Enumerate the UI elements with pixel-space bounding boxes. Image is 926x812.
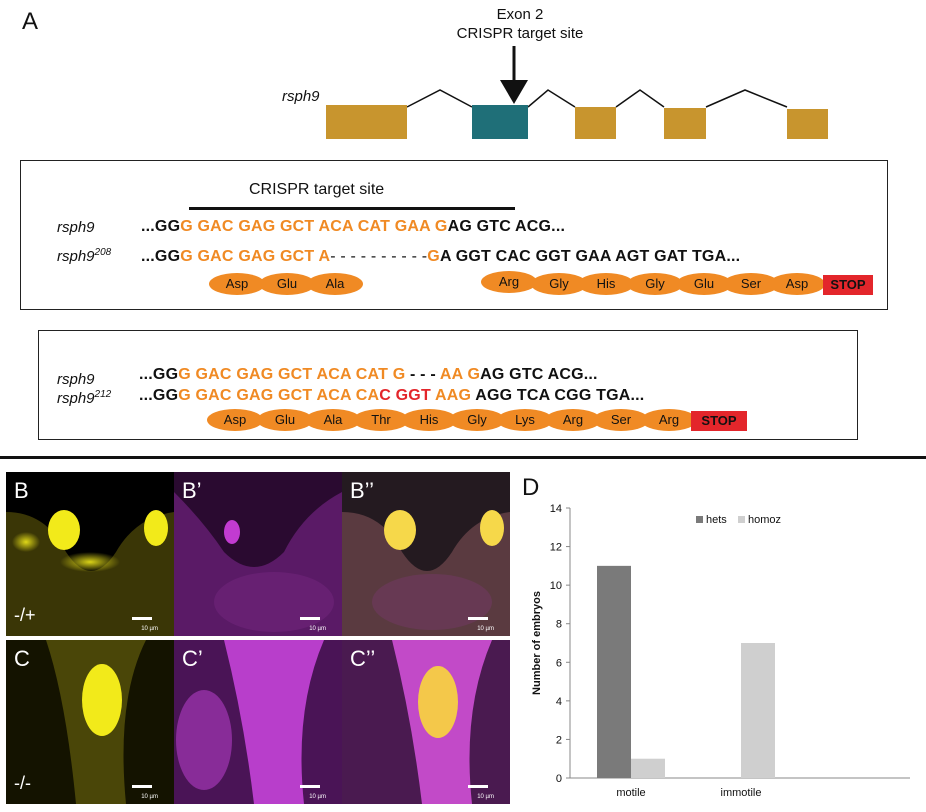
aa-glu: Glu: [676, 273, 732, 295]
y-tick-label: 14: [550, 503, 562, 515]
scale-bar: [468, 617, 488, 620]
exon-3: [575, 107, 616, 139]
aa-asp: Asp: [207, 409, 263, 431]
panel-label-d: D: [522, 474, 540, 501]
chart-labels: 0 2 4 6 8 10 12 14 Number of embryos motile immoti…: [531, 503, 761, 799]
sequence-box-212: rsph9 ...GGG GAC GAG GCT ACA CAT G - - -…: [38, 330, 858, 440]
exon-5: [787, 109, 828, 139]
aa-his: His: [401, 409, 457, 431]
y-tick-label: 12: [550, 542, 562, 554]
wt-allele-label: rsph9: [57, 371, 95, 388]
scale-bar: [132, 785, 152, 788]
micrograph-b-merge: B’’ 10 µm: [342, 472, 510, 636]
aa-arg: Arg: [545, 409, 601, 431]
panel-label-b2: B’’: [350, 478, 375, 503]
y-tick-label: 4: [556, 696, 562, 708]
intron-3: [615, 89, 665, 108]
y-tick-label: 6: [556, 657, 562, 669]
legend-label-hets: hets: [706, 514, 727, 526]
scale-bar-text: 10 µm: [141, 626, 158, 632]
micrograph-c-merge: C’’ 10 µm: [342, 640, 510, 804]
gene-name-label: rsph9: [282, 88, 320, 105]
y-axis-label: Number of embryos: [531, 591, 543, 695]
panel-label-c: C: [14, 646, 30, 671]
aa-glu: Glu: [257, 409, 313, 431]
legend-swatch-homoz: [738, 516, 745, 523]
section-divider: [0, 456, 926, 459]
exon-1: [326, 105, 407, 139]
panel-label-b: B: [14, 478, 29, 503]
aa-ser: Ser: [593, 409, 649, 431]
crispr-target-bar: [189, 207, 515, 210]
micrograph-c-yellow: C -/- 10 µm: [6, 640, 174, 804]
aa-ser: Ser: [723, 273, 779, 295]
scale-bar: [300, 617, 320, 620]
mut208-sequence: ...GGG GAC GAG GCT A- - - - - - - - - -G…: [141, 248, 741, 265]
aa-gly: Gly: [627, 273, 683, 295]
scale-bar-text: 10 µm: [141, 794, 158, 800]
panel-label-b1: B’: [182, 478, 202, 503]
y-tick-label: 2: [556, 734, 562, 746]
micrograph-c-magenta: C’ 10 µm: [174, 640, 342, 804]
stop-codon-badge: STOP: [823, 275, 873, 295]
callout-arrow-head: [500, 80, 528, 104]
scale-bar-text: 10 µm: [309, 626, 326, 632]
legend-label-homoz: homoz: [748, 514, 781, 526]
stop-codon-badge: STOP: [691, 411, 747, 431]
mut208-allele-label: rsph9208: [57, 247, 112, 265]
wt-allele-label: rsph9: [57, 219, 95, 236]
aa-his: His: [578, 273, 634, 295]
aa-ala: Ala: [305, 409, 361, 431]
intron-2: [527, 89, 576, 108]
aa-arg: Arg: [641, 409, 697, 431]
genotype-homoz-label: -/-: [14, 773, 31, 793]
wt-sequence: ...GGG GAC GAG GCT ACA CAT G - - - AA GA…: [139, 366, 598, 383]
gene-structure-diagram: [326, 46, 828, 139]
genotype-het-label: -/+: [14, 605, 36, 625]
scale-bar: [300, 785, 320, 788]
chart-bars: [597, 565, 775, 778]
x-tick-label: motile: [616, 787, 645, 799]
y-tick-label: 10: [550, 580, 562, 592]
intron-4: [705, 89, 788, 108]
embryo-motility-bar-chart: 0 2 4 6 8 10 12 14 Number of embryos motile immoti…: [531, 503, 910, 799]
panel-label-a: A: [22, 8, 39, 35]
aa-gly: Gly: [531, 273, 587, 295]
scale-bar-text: 10 µm: [309, 794, 326, 800]
wt-sequence: ...GGG GAC GAG GCT ACA CAT GAA GAG GTC A…: [141, 218, 566, 235]
exon-4: [664, 108, 706, 139]
exon-2-target: [472, 105, 528, 139]
aa-thr: Thr: [353, 409, 409, 431]
mut212-allele-label: rsph9212: [57, 389, 112, 407]
panel-label-c2: C’’: [350, 646, 376, 671]
crispr-target-label: CRISPR target site: [249, 181, 385, 198]
bar-homoz-motile: [631, 758, 665, 778]
scale-bar-text: 10 µm: [477, 794, 494, 800]
legend-swatch-hets: [696, 516, 703, 523]
scale-bar-text: 10 µm: [477, 626, 494, 632]
mut212-sequence: ...GGG GAC GAG GCT ACA CAC GGT AAG AGG T…: [139, 387, 645, 404]
aa-lys: Lys: [497, 409, 553, 431]
panel-label-c1: C’: [182, 646, 203, 671]
aa-gly: Gly: [449, 409, 505, 431]
scale-bar: [468, 785, 488, 788]
intron-1: [406, 89, 473, 108]
aa-asp: Asp: [209, 273, 265, 295]
y-tick-label: 8: [556, 619, 562, 631]
y-tick-label: 0: [556, 773, 562, 785]
micrograph-b-yellow: B -/+ 10 µm: [6, 472, 174, 636]
micrograph-b-magenta: B’ 10 µm: [174, 472, 342, 636]
aa-ala: Ala: [307, 273, 363, 295]
exon-callout-line1: Exon 2: [496, 6, 544, 23]
bar-homoz-immotile: [741, 643, 775, 778]
exon-callout-line2: CRISPR target site: [456, 25, 584, 42]
bar-hets-motile: [597, 565, 631, 778]
aa-asp: Asp: [769, 273, 825, 295]
aa-glu: Glu: [259, 273, 315, 295]
scale-bar: [132, 617, 152, 620]
chart-legend: hets homoz: [696, 514, 781, 526]
aa-arg: Arg: [481, 271, 537, 293]
sequence-box-208: CRISPR target site rsph9 ...GGG GAC GAG …: [20, 160, 888, 310]
x-tick-label: immotile: [721, 787, 762, 799]
